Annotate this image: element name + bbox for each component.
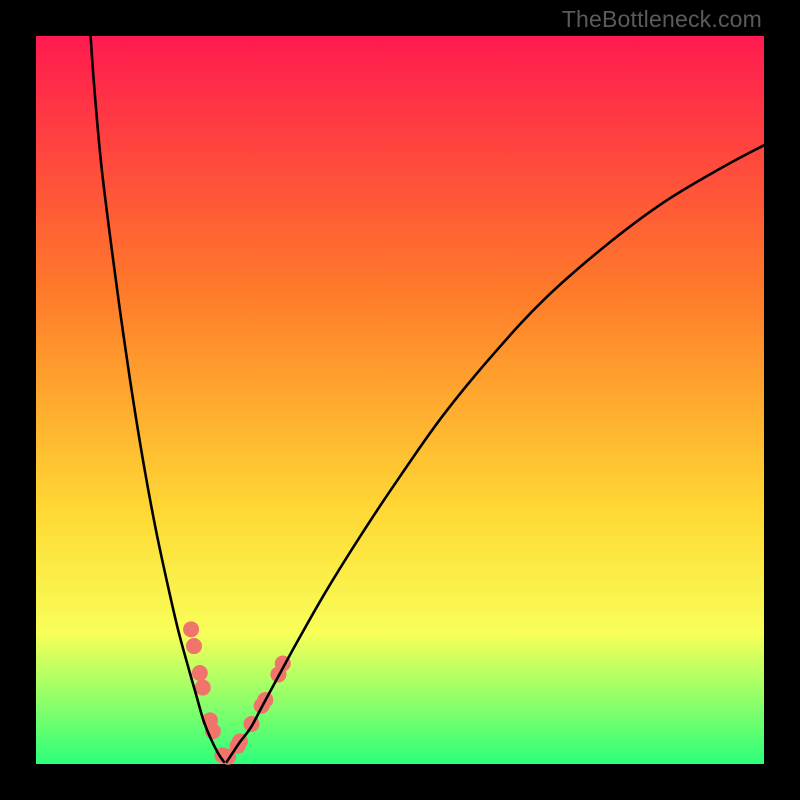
curve-left-branch xyxy=(91,36,224,762)
dot xyxy=(183,621,199,637)
curve-right-branch xyxy=(227,145,764,762)
outer-frame: TheBottleneck.com xyxy=(0,0,800,800)
scatter-dots xyxy=(183,621,291,764)
dot xyxy=(195,680,211,696)
dot xyxy=(186,638,202,654)
curve-layer xyxy=(0,0,800,800)
dot xyxy=(192,665,208,681)
